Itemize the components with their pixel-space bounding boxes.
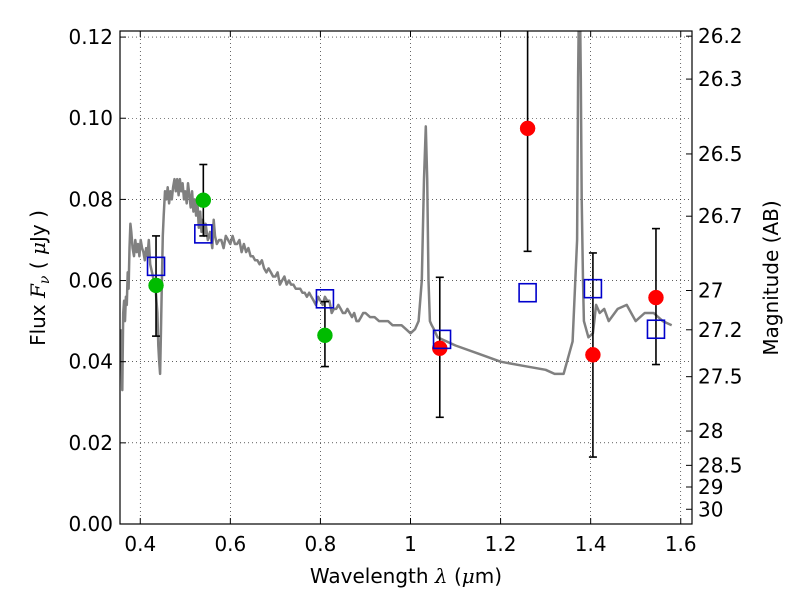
y-tick-label: 0.08: [68, 187, 113, 211]
y2-tick-label: 27.5: [698, 365, 743, 389]
grid-lines: [120, 31, 692, 525]
model-photometry-square: [194, 224, 213, 244]
error-bars: [152, 31, 660, 458]
observed-flux-point: [648, 289, 664, 306]
y2-tick-label: 28: [698, 419, 723, 443]
y2-tick-label: 26.2: [698, 24, 743, 48]
x-tick-label: 1.2: [485, 532, 517, 556]
y2-tick-label: 26.5: [698, 142, 743, 166]
model-sed-curve: [120, 31, 673, 392]
x-tick-label: 0.4: [124, 532, 156, 556]
y-tick-label: 0.04: [68, 350, 113, 374]
model-photometry-square: [146, 256, 166, 277]
y2-tick-label: 29: [698, 475, 723, 499]
y-tick-label: 0.06: [68, 269, 113, 293]
x-tick-label: 1.6: [665, 532, 697, 556]
y2-tick-label: 27.2: [698, 318, 743, 342]
plot-frame: [119, 30, 693, 525]
observed-flux-point: [519, 120, 536, 137]
observed-flux-point: [148, 277, 164, 294]
data-points: [146, 120, 666, 363]
observed-flux-point: [585, 347, 601, 363]
y2-tick-label: 30: [698, 497, 723, 521]
x-axis-ticks: 0.4 0.6 0.8 1 1.2 1.4 1.6: [124, 31, 697, 556]
y2-tick-label: 26.3: [698, 67, 743, 91]
x-tick-label: 1: [404, 532, 417, 556]
model-sed-line: [120, 31, 673, 392]
y-axis-label: Flux Fν ( μJy ): [26, 210, 53, 346]
y-tick-label: 0.10: [68, 106, 113, 130]
observed-flux-point: [317, 327, 333, 344]
model-photometry-square: [315, 289, 335, 309]
model-photometry-square: [518, 282, 537, 303]
y-axis-ticks: 0.00 0.02 0.04 0.06 0.08 0.10 0.12: [68, 25, 126, 536]
y-tick-label: 0.12: [68, 25, 113, 49]
y-tick-label: 0.00: [68, 512, 113, 536]
model-photometry-square: [646, 319, 666, 340]
x-tick-label: 1.4: [575, 532, 607, 556]
y2-tick-label: 26.7: [698, 204, 743, 228]
model-photometry-square: [432, 329, 452, 350]
y2-tick-label: 28.5: [698, 453, 743, 477]
x-axis-label: Wavelength λ (μm): [310, 564, 502, 588]
y2-tick-label: 27: [698, 279, 723, 303]
y2-axis-label: Magnitude (AB): [759, 200, 783, 355]
x-tick-label: 0.8: [305, 532, 337, 556]
x-tick-label: 0.6: [214, 532, 246, 556]
model-photometry-square: [583, 278, 603, 299]
y-tick-label: 0.02: [68, 431, 113, 455]
observed-flux-point: [195, 192, 212, 208]
